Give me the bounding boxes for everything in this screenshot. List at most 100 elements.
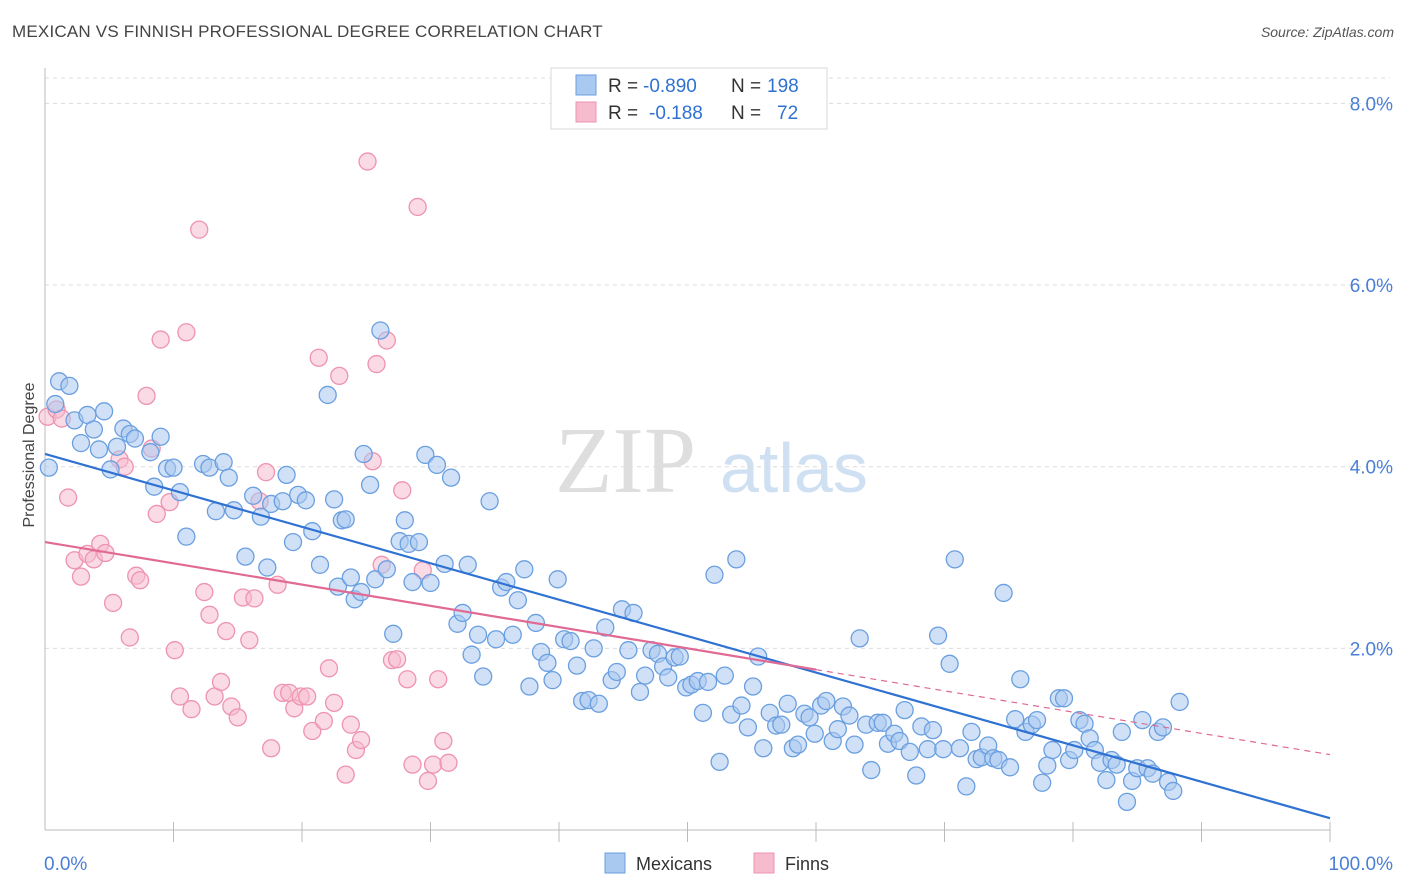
finns-point xyxy=(195,582,214,602)
mexicans-point xyxy=(962,722,981,742)
finns-point xyxy=(429,670,448,689)
finns-point xyxy=(228,708,247,727)
mexicans-point xyxy=(371,321,390,340)
mexicans-point xyxy=(1011,670,1030,689)
finns-point xyxy=(103,593,123,613)
mexicans-point xyxy=(244,486,263,505)
tick-labels: 2.0% 4.0% 6.0% 8.0% 0.0% 100.0% xyxy=(44,94,1393,875)
finns-point xyxy=(358,152,377,171)
mexicans-point xyxy=(508,591,528,610)
mexicans-point xyxy=(607,662,626,682)
finns-point xyxy=(408,197,427,217)
finns-point xyxy=(137,386,156,406)
mexicans-series xyxy=(39,321,1189,811)
x-tick-label-min: 0.0% xyxy=(44,854,87,875)
mexicans-point xyxy=(743,677,763,696)
y-tick-label: 6.0% xyxy=(1350,276,1393,297)
mexicans-point xyxy=(1027,710,1047,730)
mexicans-point xyxy=(219,468,238,487)
mexicans-point xyxy=(486,630,506,649)
mexicans-point xyxy=(923,720,943,740)
mexicans-point xyxy=(1097,770,1116,790)
finns-point xyxy=(351,730,371,750)
legend-swatch-mexicans xyxy=(575,74,597,96)
mexicans-point xyxy=(1170,692,1189,712)
mexicans-point xyxy=(354,444,373,464)
mexicans-point xyxy=(828,720,847,739)
finns-point xyxy=(434,731,453,751)
series-legend: Mexicans Finns xyxy=(604,852,829,874)
mexicans-point xyxy=(273,492,292,511)
mexicans-point xyxy=(341,568,360,587)
mexicans-point xyxy=(351,582,371,602)
mexicans-point xyxy=(918,740,937,759)
finns-point xyxy=(336,765,355,784)
mexicans-point xyxy=(377,560,396,579)
mexicans-point xyxy=(458,555,477,574)
finns-point xyxy=(147,504,166,524)
finns-point xyxy=(151,330,170,349)
mexicans-point xyxy=(125,429,145,448)
finns-trend-line-extension xyxy=(815,669,1331,756)
mexicans-point xyxy=(84,420,103,439)
legend-swatch-finns xyxy=(575,101,597,123)
mexicans-point xyxy=(900,742,919,762)
chart-source: Source: ZipAtlas.com xyxy=(1260,24,1394,40)
legend-n-label-2: N = xyxy=(731,103,761,124)
x-tick-label-max: 100.0% xyxy=(1329,854,1394,875)
mexicans-point xyxy=(693,703,713,722)
mexicans-point xyxy=(738,718,758,737)
mexicans-point xyxy=(659,668,678,687)
finns-point xyxy=(324,693,344,712)
mexicans-point xyxy=(805,724,824,743)
mexicans-point xyxy=(468,625,488,644)
mexicans-point xyxy=(236,547,255,566)
mexicans-point xyxy=(46,394,65,414)
finns-point xyxy=(367,354,386,374)
watermark-zip: ZIP xyxy=(555,409,696,513)
mexicans-point xyxy=(141,443,160,462)
mexicans-point xyxy=(360,475,380,495)
mexicans-point xyxy=(1153,718,1173,737)
mexicans-point xyxy=(1117,792,1137,811)
mexicans-point xyxy=(670,647,689,666)
mexicans-point xyxy=(1164,781,1183,801)
mexicans-point xyxy=(164,458,183,477)
bottom-legend-mexicans: Mexicans xyxy=(636,854,712,874)
y-tick-label: 2.0% xyxy=(1350,639,1393,660)
mexicans-point xyxy=(283,532,303,552)
finns-point xyxy=(403,755,422,774)
mexicans-point xyxy=(1133,710,1152,730)
mexicans-point xyxy=(732,696,751,715)
svg-text:72: 72 xyxy=(777,103,798,124)
finns-point xyxy=(200,605,219,624)
mexicans-point xyxy=(817,691,836,711)
mexicans-point xyxy=(1107,755,1126,774)
legend-r-value-1: -0.890 xyxy=(643,76,697,97)
mexicans-point xyxy=(515,560,534,579)
svg-text:-0.188: -0.188 xyxy=(649,103,703,124)
mexicans-point xyxy=(1038,756,1057,775)
mexicans-point xyxy=(480,492,499,511)
mexicans-point xyxy=(619,641,638,660)
legend-r-label-2: R = xyxy=(608,103,638,124)
mexicans-point xyxy=(258,558,277,577)
mexicans-trend-line xyxy=(44,452,1331,820)
mexicans-point xyxy=(310,555,330,574)
mexicans-point xyxy=(788,735,808,754)
axes xyxy=(44,68,1331,842)
mexicans-point xyxy=(630,682,650,702)
mexicans-point xyxy=(318,385,337,405)
svg-text:R =: R = xyxy=(608,103,638,124)
finns-point xyxy=(330,366,349,386)
mexicans-point xyxy=(940,654,959,673)
mexicans-point xyxy=(1000,758,1020,777)
mexicans-point xyxy=(705,565,724,584)
finns-point xyxy=(165,641,184,660)
mexicans-point xyxy=(151,427,170,446)
mexicans-point xyxy=(850,629,869,648)
mexicans-point xyxy=(548,570,567,589)
finns-point xyxy=(314,711,333,731)
mexicans-point xyxy=(39,458,59,477)
